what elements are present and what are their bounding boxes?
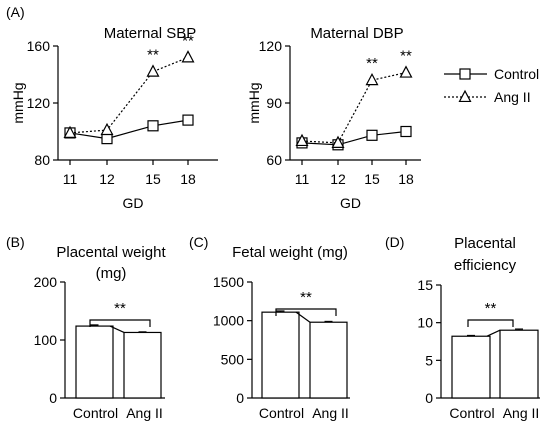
bar-ang-ii (123, 331, 162, 399)
series-line-ang-ii (301, 72, 407, 144)
bar-control (261, 311, 300, 399)
chart-maternal-dbp (285, 45, 421, 165)
data-point-control (366, 129, 378, 141)
significance-marker: ** (366, 55, 378, 72)
bar-ang-ii (499, 329, 539, 399)
data-point-ang-ii (181, 50, 195, 63)
y-tick-label: 1500 (213, 274, 244, 290)
significance-marker: ** (400, 48, 412, 65)
x-tick-label: Control (73, 405, 118, 421)
data-point-control (147, 120, 159, 132)
data-point-control (400, 125, 412, 138)
chart-title: Placental (454, 235, 516, 252)
x-tick-label: 15 (145, 171, 161, 187)
data-point-ang-ii (100, 122, 114, 136)
panel-label-d: (D) (385, 234, 404, 250)
bar-top-connector (295, 311, 311, 323)
x-tick-label: Control (259, 405, 304, 421)
y-axis-label: mmHg (10, 82, 26, 123)
x-tick-label: 12 (99, 171, 115, 187)
legend (444, 68, 487, 103)
bar-control (75, 325, 114, 399)
x-tick-label: 18 (398, 171, 414, 187)
significance-marker: ** (147, 47, 159, 64)
panel-label-b: (B) (6, 234, 25, 250)
bar-control (451, 335, 491, 399)
chart-subtitle: efficiency (454, 257, 517, 274)
legend-label: Control (494, 66, 539, 82)
data-point-ang-ii (146, 64, 160, 77)
y-tick-label: 120 (259, 38, 283, 54)
y-tick-label: 5 (425, 352, 433, 368)
chart-title: Maternal SBP (104, 25, 197, 42)
y-tick-label: 200 (34, 274, 58, 290)
series-line-control (69, 119, 189, 140)
significance-marker: ** (114, 300, 126, 317)
y-tick-label: 0 (236, 390, 244, 406)
x-tick-label: Ang II (503, 405, 540, 421)
x-tick-label: 11 (63, 171, 78, 187)
y-tick-label: 0 (49, 390, 57, 406)
significance-marker: ** (485, 300, 497, 317)
y-tick-label: 100 (34, 332, 58, 348)
legend-label: Ang II (494, 89, 531, 105)
y-tick-label: 500 (221, 351, 245, 367)
bar-ang-ii (309, 321, 348, 399)
chart-title: Maternal DBP (310, 25, 403, 42)
x-tick-label: 15 (364, 171, 380, 187)
y-tick-label: 90 (266, 95, 282, 111)
x-tick-label: 11 (295, 171, 310, 187)
y-tick-label: 60 (266, 152, 282, 168)
series-line-control (301, 130, 407, 146)
y-tick-label: 120 (27, 95, 51, 111)
series-line-ang-ii (69, 56, 189, 134)
y-tick-label: 10 (417, 315, 433, 331)
data-point-ang-ii (63, 125, 77, 138)
significance-bracket (467, 319, 514, 327)
y-tick-label: 15 (417, 277, 433, 293)
data-point-ang-ii (295, 133, 309, 147)
y-tick-label: 160 (27, 38, 51, 54)
y-axis-label: mmHg (246, 82, 262, 123)
chart-title: Placental weight (56, 244, 166, 261)
x-tick-label: Ang II (126, 405, 163, 421)
significance-marker: ** (182, 32, 194, 49)
data-point-ang-ii (399, 65, 413, 78)
panel-label-c: (C) (189, 234, 208, 250)
square-marker-icon (459, 68, 471, 80)
x-tick-label: Control (449, 405, 494, 421)
x-axis-label: GD (123, 195, 144, 211)
significance-marker: ** (300, 289, 312, 306)
bar-top-connector (109, 325, 125, 334)
data-point-ang-ii (365, 72, 379, 86)
x-tick-label: 18 (180, 171, 196, 187)
significance-bracket (275, 308, 337, 316)
data-point-ang-ii (331, 135, 345, 148)
chart-title: Fetal weight (mg) (232, 244, 348, 261)
x-axis-label: GD (340, 195, 361, 211)
x-tick-label: 12 (330, 171, 346, 187)
chart-maternal-sbp (53, 45, 218, 165)
bar-top-connector (486, 329, 501, 337)
y-tick-label: 0 (425, 390, 433, 406)
chart-subtitle: (mg) (96, 265, 127, 282)
data-point-control (182, 114, 194, 126)
significance-bracket (89, 319, 151, 327)
x-tick-label: Ang II (312, 405, 349, 421)
y-tick-label: 1000 (213, 313, 244, 329)
chart-placental (436, 284, 540, 399)
triangle-marker-icon (458, 89, 472, 103)
chart-fetal-weight-mg (247, 281, 350, 399)
chart-placental-weight (60, 281, 165, 399)
y-tick-label: 80 (34, 152, 50, 168)
panel-label-a: (A) (6, 4, 25, 20)
